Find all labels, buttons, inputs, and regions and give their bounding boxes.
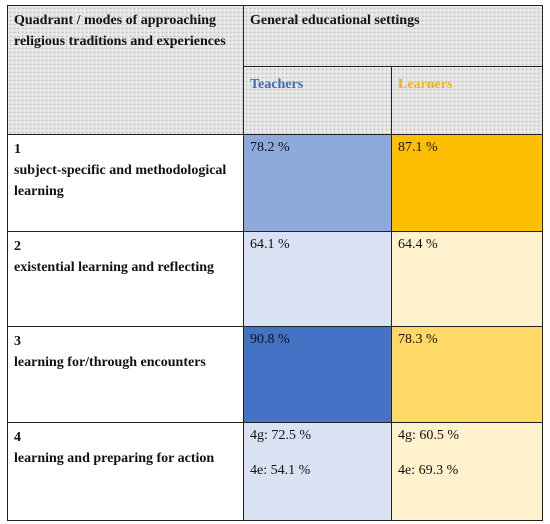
teachers-header: Teachers (243, 66, 392, 135)
table-row: 4 learning and preparing for action 4g: … (7, 422, 544, 521)
row-label-cell: 3 learning for/through encounters (7, 326, 244, 423)
row-label-cell: 2 existential learning and reflecting (7, 231, 244, 327)
teachers-value: 78.2 % (243, 134, 392, 232)
learners-header: Learners (390, 66, 544, 135)
row-number: 1 (14, 142, 21, 157)
learners-value-cell: 4g: 60.5 % 4e: 69.3 % (390, 422, 544, 521)
row-number: 2 (14, 239, 21, 254)
teachers-value: 90.8 % (243, 326, 392, 423)
learners-value-4g: 4g: 60.5 % (398, 428, 460, 443)
table-row: 3 learning for/through encounters 90.8 %… (7, 326, 544, 423)
row-label-cell: 4 learning and preparing for action (7, 422, 244, 521)
teachers-value-4g: 4g: 72.5 % (250, 428, 312, 443)
learners-value: 87.1 % (390, 134, 544, 232)
row-label: learning and preparing for action (14, 451, 215, 466)
results-table: Quadrant / modes of approaching religiou… (7, 5, 544, 521)
learners-value: 64.4 % (390, 231, 544, 327)
row-number: 3 (14, 334, 21, 349)
row-label: subject-specific and methodological lear… (14, 163, 227, 199)
row-number: 4 (14, 430, 21, 445)
teachers-value-4e: 4e: 54.1 % (250, 463, 311, 478)
quadrant-header: Quadrant / modes of approaching religiou… (7, 5, 244, 135)
table-row: 1 subject-specific and methodological le… (7, 134, 544, 232)
row-label: learning for/through encounters (14, 355, 206, 370)
learners-value: 78.3 % (390, 326, 544, 423)
teachers-value: 64.1 % (243, 231, 392, 327)
settings-header: General educational settings (242, 5, 544, 67)
row-label-cell: 1 subject-specific and methodological le… (7, 134, 244, 232)
learners-value-4e: 4e: 69.3 % (398, 463, 459, 478)
row-label: existential learning and reflecting (14, 260, 214, 275)
table-row: 2 existential learning and reflecting 64… (7, 231, 544, 327)
teachers-value-cell: 4g: 72.5 % 4e: 54.1 % (243, 422, 392, 521)
